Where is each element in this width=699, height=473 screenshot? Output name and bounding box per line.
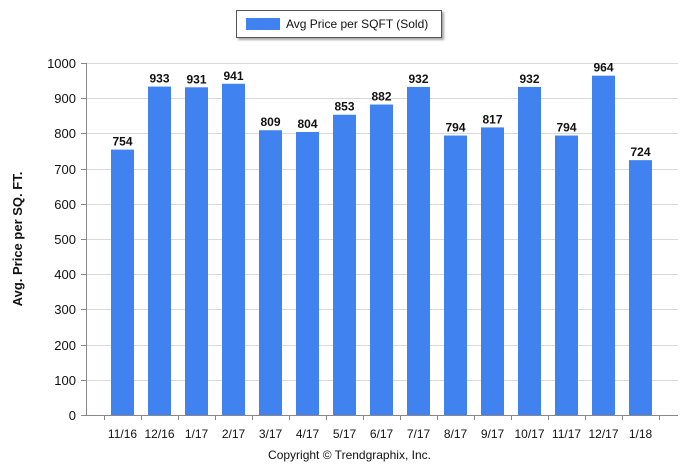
x-tick-label: 7/17 [407,427,431,441]
data-label: 882 [371,90,391,104]
x-tick-label: 11/17 [552,427,581,441]
bar [629,160,652,415]
y-tick-label: 0 [69,408,76,423]
x-tick-label: 10/17 [514,427,544,441]
x-tick-label: 1/18 [629,427,653,441]
data-label: 932 [519,72,539,86]
bar [111,149,134,416]
y-tick-label: 300 [54,302,76,317]
x-tick-label: 5/17 [333,427,357,441]
bar [481,127,504,415]
data-label: 853 [334,100,354,114]
legend: Avg Price per SQFT (Sold) [236,10,442,38]
bar [407,86,430,415]
bar [259,130,282,415]
x-tick-label: 4/17 [296,427,320,441]
data-label: 794 [556,121,576,135]
copyright-footer: Copyright © Trendgraphix, Inc. [268,448,431,462]
data-label: 809 [260,115,280,129]
y-tick-label: 500 [54,232,76,247]
data-labels: 754 933 931 941 809 804 853 882 932 794 817 932 794 9… [112,61,650,159]
bar [185,87,208,416]
y-tick-label: 800 [54,126,76,141]
y-tick-label: 100 [54,373,76,388]
data-label: 817 [482,112,502,126]
x-tick-label: 2/17 [222,427,246,441]
legend-swatch [246,18,280,30]
bar [444,135,467,415]
y-tick-label: 200 [54,338,76,353]
y-tick-label: 400 [54,267,76,282]
data-label: 724 [630,145,650,159]
bar [592,75,615,415]
y-tick-labels: 0 100 200 300 400 500 600 700 800 900 1000 [47,56,76,423]
data-label: 931 [186,72,206,86]
x-tick-label: 9/17 [481,427,505,441]
y-tick-label: 600 [54,197,76,212]
x-tick-label: 1/17 [185,427,209,441]
y-tick-label: 700 [54,162,76,177]
data-label: 804 [297,117,317,131]
data-label: 933 [149,72,169,86]
bar [148,86,171,416]
data-label: 941 [223,69,243,83]
y-axis-label: Avg. Price per SQ. FT. [10,172,25,307]
data-label: 932 [408,72,428,86]
x-tick-labels: 11/16 12/16 1/17 2/17 3/17 4/17 5/17 6/17 7/17 8/… [108,427,653,441]
data-label: 754 [112,135,132,149]
data-label: 964 [593,61,613,75]
bar [555,135,578,415]
x-tick-label: 11/16 [108,427,137,441]
bar [222,83,245,415]
bar [518,86,541,415]
x-tick-label: 12/16 [144,427,174,441]
bar [370,104,393,415]
legend-label: Avg Price per SQFT (Sold) [286,17,429,31]
y-tick-label: 900 [54,91,76,106]
x-tick-label: 12/17 [588,427,618,441]
y-tick-label: 1000 [47,56,76,71]
bar [333,114,356,415]
bars [111,75,652,416]
x-tick-label: 6/17 [370,427,394,441]
axes [86,63,678,420]
bar [296,131,319,415]
x-tick-label: 8/17 [444,427,468,441]
x-tick-label: 3/17 [259,427,283,441]
data-label: 794 [445,121,465,135]
